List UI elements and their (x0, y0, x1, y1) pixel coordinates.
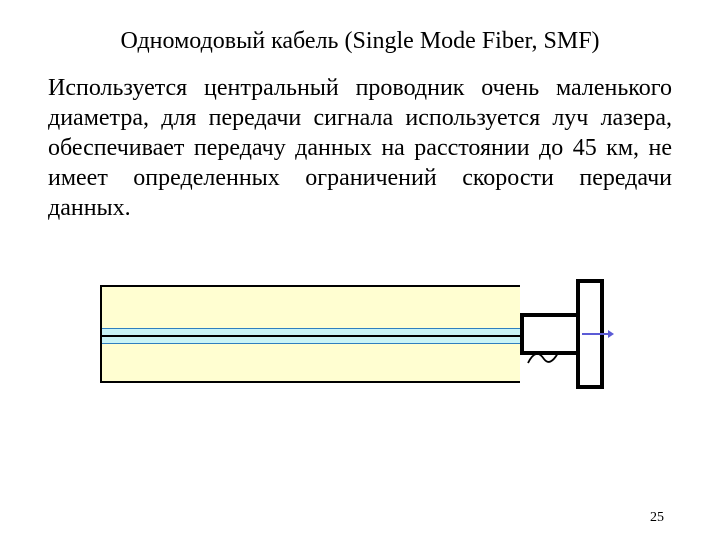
light-wave-icon (526, 345, 570, 367)
page-number: 25 (650, 510, 664, 526)
fiber-cross-section (100, 285, 520, 383)
diagram-container (48, 279, 672, 389)
body-paragraph: Используется центральный проводник очень… (48, 73, 672, 223)
arrow-right-icon (582, 330, 614, 338)
page-title: Одномодовый кабель (Single Mode Fiber, S… (48, 28, 672, 55)
connector-body (520, 313, 580, 355)
laser-beam-line (102, 335, 520, 337)
smf-diagram (100, 279, 620, 389)
connector (520, 279, 620, 389)
